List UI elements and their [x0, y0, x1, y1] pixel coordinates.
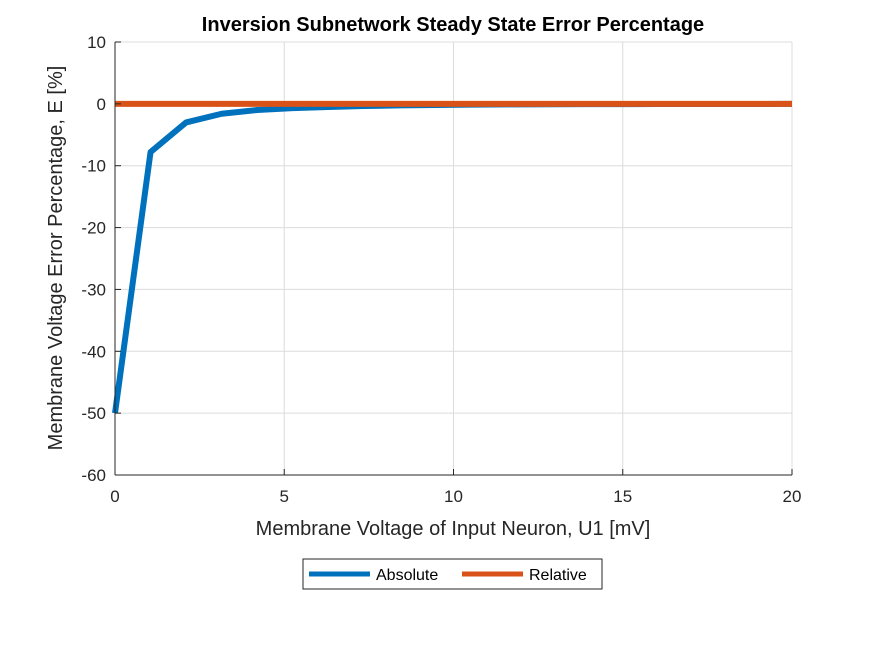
x-tick-label: 5 — [280, 487, 289, 506]
y-tick-label: -20 — [81, 219, 106, 238]
x-tick-label: 20 — [783, 487, 802, 506]
y-tick-label: 0 — [97, 95, 106, 114]
tick-labels: 0 5 10 15 20 10 0 -10 -20 -30 -40 -50 -60 — [81, 33, 801, 506]
y-tick-label: -60 — [81, 466, 106, 485]
y-tick-label: -40 — [81, 342, 106, 361]
legend-label-absolute: Absolute — [376, 567, 438, 584]
chart-title: Inversion Subnetwork Steady State Error … — [202, 14, 704, 36]
series-lines — [112, 100, 793, 414]
x-tick-label: 0 — [110, 487, 119, 506]
axes — [114, 41, 793, 476]
y-tick-label: 10 — [87, 33, 106, 52]
x-tick-label: 10 — [444, 487, 463, 506]
x-axis-label: Membrane Voltage of Input Neuron, U1 [mV… — [256, 518, 651, 540]
legend-label-relative: Relative — [529, 567, 587, 584]
y-tick-label: -30 — [81, 280, 106, 299]
legend: Absolute Relative — [302, 558, 603, 590]
y-tick-label: -10 — [81, 157, 106, 176]
y-axis-label: Membrane Voltage Error Percentage, E [%] — [45, 66, 67, 451]
x-tick-label: 15 — [613, 487, 632, 506]
y-tick-label: -50 — [81, 404, 106, 423]
